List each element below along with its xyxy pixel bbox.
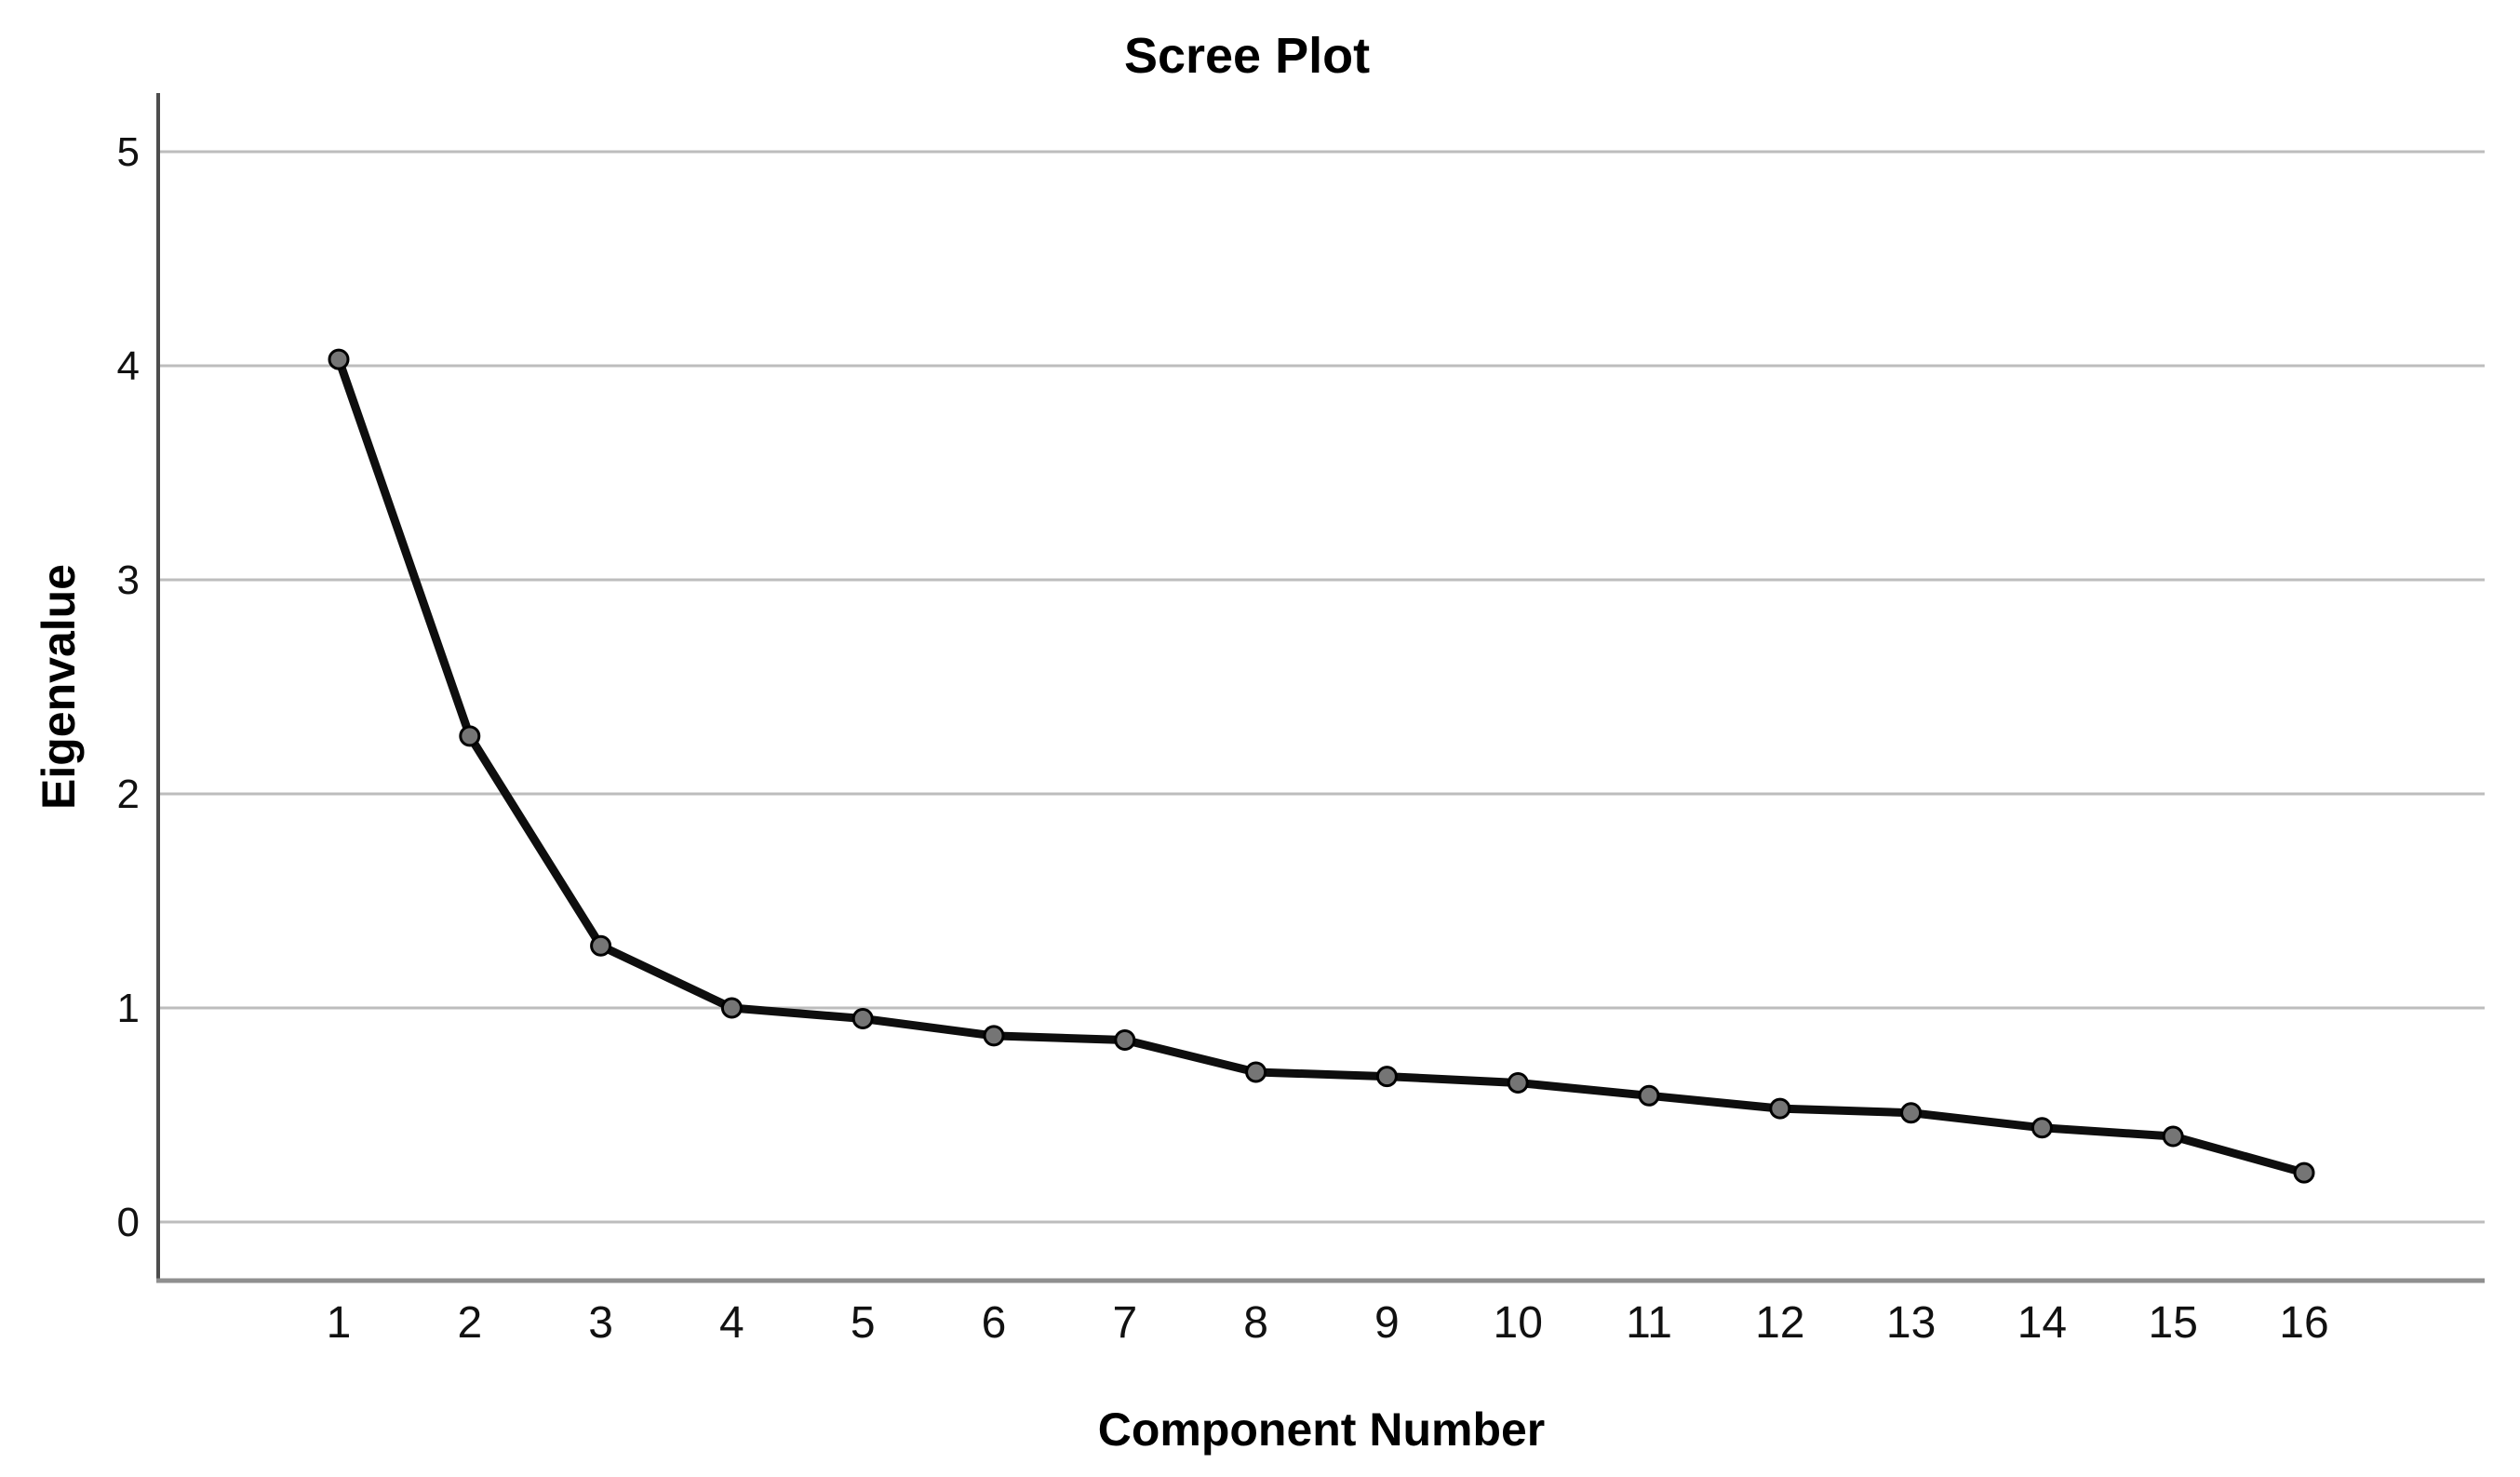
x-tick-label-12: 12	[1755, 1298, 1804, 1348]
y-tick-label-5: 5	[117, 129, 140, 175]
x-tick-label-11: 11	[1626, 1298, 1672, 1348]
data-point-1	[328, 348, 350, 370]
x-tick-label-8: 8	[1243, 1298, 1268, 1348]
data-point-2	[459, 725, 481, 747]
x-tick-label-10: 10	[1494, 1298, 1543, 1348]
x-tick-label-13: 13	[1886, 1298, 1936, 1348]
x-tick-label-4: 4	[719, 1298, 744, 1348]
x-tick-label-16: 16	[2279, 1298, 2328, 1348]
x-tick-label-9: 9	[1374, 1298, 1400, 1348]
x-tick-label-6: 6	[982, 1298, 1007, 1348]
data-point-16	[2293, 1161, 2315, 1184]
eigenvalue-line	[334, 355, 2309, 1177]
gridlines	[158, 150, 2485, 1224]
data-point-8	[1245, 1061, 1267, 1083]
data-point-7	[1114, 1029, 1136, 1051]
x-tick-label-14: 14	[2017, 1298, 2067, 1348]
y-tick-label-2: 2	[117, 772, 140, 817]
x-tick-labels: 1 2 3 4 5 6 7 8 9 10 11 12 13 14 15 16	[327, 1298, 2329, 1348]
data-point-6	[983, 1025, 1005, 1047]
data-point-13	[1900, 1102, 1923, 1124]
x-tick-label-1: 1	[327, 1298, 352, 1348]
data-point-10	[1507, 1072, 1529, 1094]
x-tick-label-2: 2	[457, 1298, 482, 1348]
data-point-15	[2162, 1125, 2184, 1148]
y-tick-labels: 0 1 2 3 4 5	[117, 129, 140, 1245]
data-point-4	[720, 997, 743, 1019]
x-tick-label-7: 7	[1112, 1298, 1137, 1348]
x-tick-label-5: 5	[851, 1298, 876, 1348]
y-tick-label-4: 4	[117, 343, 140, 389]
data-point-markers	[328, 348, 2315, 1184]
y-tick-label-3: 3	[117, 557, 140, 603]
data-point-9	[1375, 1066, 1398, 1088]
y-tick-label-0: 0	[117, 1200, 140, 1245]
data-point-11	[1638, 1084, 1660, 1107]
y-tick-label-1: 1	[117, 986, 140, 1031]
data-point-12	[1769, 1097, 1791, 1120]
data-point-5	[851, 1008, 874, 1029]
data-point-14	[2031, 1117, 2053, 1139]
x-tick-label-3: 3	[588, 1298, 613, 1348]
x-axis-title: Component Number	[1098, 1403, 1546, 1456]
chart-title: Scree Plot	[1124, 28, 1370, 84]
data-point-3	[590, 934, 612, 957]
y-axis-title: Eigenvalue	[33, 564, 85, 810]
x-tick-label-15: 15	[2149, 1298, 2198, 1348]
